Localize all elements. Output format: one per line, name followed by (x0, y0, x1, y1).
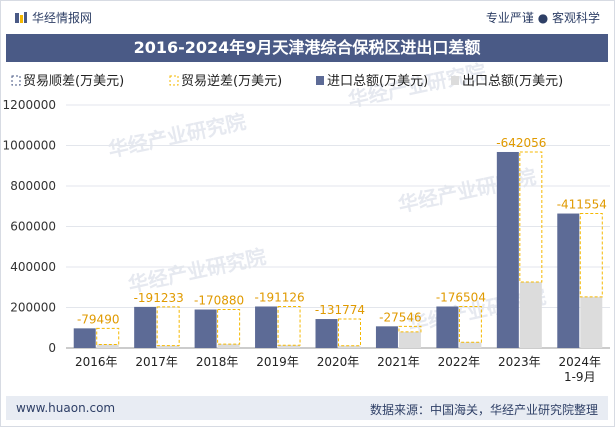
top-bar: 华经情报网 专业严谨 ● 客观科学 (6, 6, 608, 28)
legend-swatch (11, 75, 21, 86)
tagline: 专业严谨 ● 客观科学 (485, 11, 600, 25)
x-tick-label: 2016年 (75, 355, 118, 369)
legend-swatch (451, 76, 459, 85)
deficit-data-label: -642056 (496, 136, 546, 150)
y-tick-label: 600000 (10, 220, 56, 234)
import-bar (375, 326, 398, 348)
export-bar (338, 345, 361, 348)
import-bar (134, 306, 157, 348)
x-tick-label: 2021年 (377, 355, 420, 369)
footer-source: 数据来源：中国海关，华经产业研究院整理 (369, 403, 598, 417)
deficit-data-label: -79490 (77, 312, 120, 326)
deficit-data-label: -176504 (436, 290, 486, 304)
export-bar (96, 344, 119, 348)
x-tick-label: 2019年 (256, 355, 299, 369)
export-bar (519, 281, 542, 348)
brand: 华经情报网 (14, 9, 92, 26)
x-tick-label: 2020年 (317, 355, 360, 369)
deficit-data-label: -191233 (134, 291, 184, 305)
footer: www.huaon.com 数据来源：中国海关，华经产业研究院整理 (6, 396, 608, 420)
export-bar (398, 331, 421, 348)
legend-label: 进口总额(万美元) (327, 74, 428, 89)
import-bar (255, 306, 278, 348)
y-tick-label: 1200000 (3, 98, 56, 112)
brand-name: 华经情报网 (32, 11, 93, 25)
deficit-data-label: -411554 (557, 198, 607, 212)
deficit-data-label: -27546 (379, 310, 422, 324)
logo-icon (14, 11, 28, 25)
watermark-text: 华经产业研究院 (106, 109, 248, 162)
import-bar (496, 151, 519, 348)
chart-title: 2016-2024年9月天津港综合保税区进出口差额 (6, 34, 608, 62)
deficit-bar (156, 306, 180, 347)
export-bar (157, 345, 180, 348)
export-bar (217, 344, 240, 348)
import-bar (315, 319, 338, 348)
y-tick-label: 400000 (10, 260, 56, 274)
legend-swatch (316, 76, 324, 85)
y-tick-label: 200000 (10, 301, 56, 315)
chart-area: 华经产业研究院华经产业研究院华经产业研究院华经产业研究院华经产业研究院02000… (3, 62, 610, 384)
x-tick-label: 1-9月 (564, 370, 596, 384)
deficit-data-label: -170880 (194, 294, 244, 308)
export-bar (580, 296, 603, 348)
deficit-data-label: -191126 (254, 290, 304, 304)
deficit-data-label: -131774 (315, 303, 365, 317)
x-tick-label: 2022年 (438, 355, 481, 369)
deficit-bar (519, 151, 543, 283)
import-bar (73, 328, 96, 348)
deficit-bar (277, 305, 301, 346)
x-tick-label: 2023年 (498, 355, 541, 369)
deficit-bar (338, 318, 361, 347)
legend-label: 贸易顺差(万美元) (23, 74, 124, 89)
y-tick-label: 0 (48, 341, 56, 355)
deficit-bar (579, 213, 603, 298)
deficit-bar (398, 325, 422, 333)
x-tick-label: 2017年 (135, 355, 178, 369)
deficit-bar (217, 309, 241, 345)
deficit-bar (458, 305, 482, 343)
footer-site: www.huaon.com (16, 401, 116, 415)
import-bar (194, 309, 217, 348)
x-tick-label: 2024年 (559, 355, 602, 369)
legend-swatch (169, 75, 179, 86)
y-tick-label: 1000000 (3, 139, 56, 153)
export-bar (278, 345, 301, 348)
import-bar (436, 306, 459, 348)
legend-label: 贸易逆差(万美元) (181, 73, 282, 89)
y-tick-label: 800000 (10, 179, 56, 193)
export-bar (459, 342, 482, 348)
legend-label: 出口总额(万美元) (462, 74, 563, 89)
watermark-text: 华经产业研究院 (126, 244, 268, 297)
x-tick-label: 2018年 (196, 355, 239, 369)
deficit-bar (96, 327, 120, 345)
import-bar (557, 213, 580, 348)
